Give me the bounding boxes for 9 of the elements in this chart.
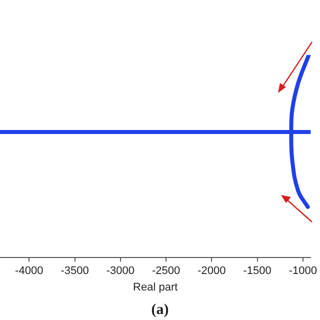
text: (a): [151, 302, 169, 318]
x-tick-label: -4000: [15, 265, 44, 278]
x-tick-label: -2000: [198, 265, 226, 278]
x-tick-label: -3500: [60, 265, 89, 278]
x-tick-label: -1500: [243, 265, 272, 278]
x-tick-label: -2500: [152, 265, 180, 278]
x-tick-label: -3000: [106, 265, 134, 278]
x-axis-title: Real part: [133, 281, 178, 294]
x-tick-label: -1000: [288, 265, 318, 278]
